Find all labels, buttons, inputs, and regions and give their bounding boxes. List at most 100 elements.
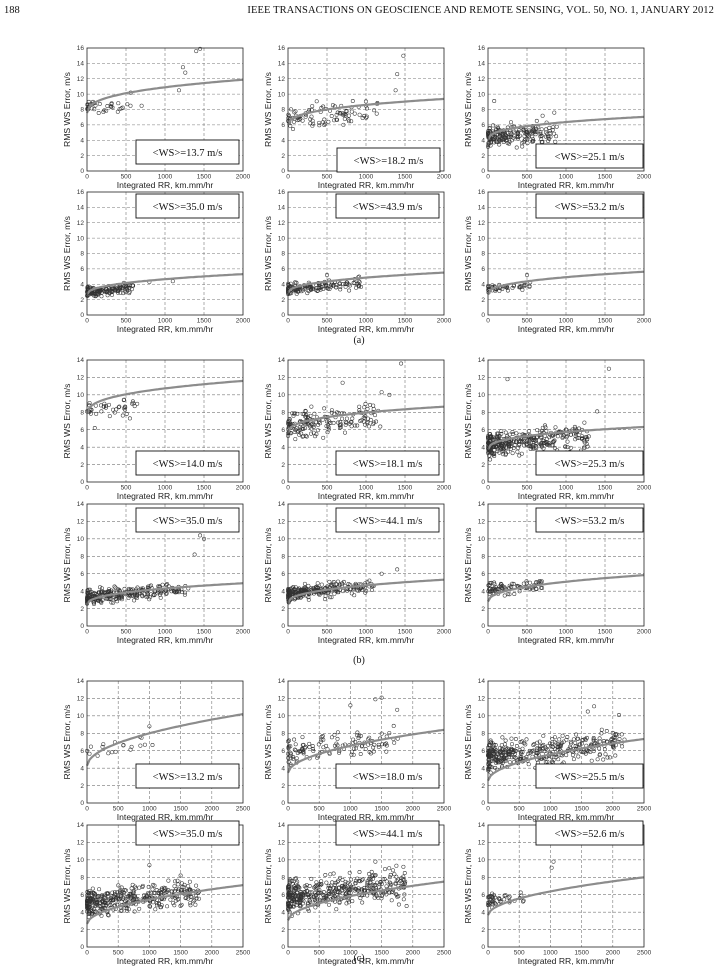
scatter-point: [286, 908, 291, 913]
scatter-point: [344, 109, 349, 114]
x-axis-label: Integrated RR, km.mm/hr: [318, 956, 415, 966]
x-tick-label: 1500: [574, 950, 589, 957]
scatter-point: [338, 425, 343, 430]
scatter-point: [116, 595, 121, 600]
y-tick-label: 2: [481, 783, 485, 790]
x-tick-label: 2000: [437, 174, 452, 181]
scatter-point: [513, 748, 518, 753]
scatter-point: [147, 863, 152, 868]
scatter-point: [498, 751, 503, 756]
y-tick-label: 10: [278, 91, 286, 98]
scatter-point: [126, 894, 131, 899]
scatter-point: [337, 885, 342, 890]
x-tick-label: 1000: [158, 174, 173, 181]
y-tick-label: 8: [481, 251, 485, 258]
scatter-point: [295, 118, 300, 123]
x-tick-label: 500: [314, 806, 325, 813]
scatter-points: [85, 724, 155, 758]
y-tick-label: 14: [278, 61, 286, 68]
scatter-point: [343, 419, 348, 424]
y-tick-label: 10: [478, 857, 486, 864]
scatter-point: [549, 865, 554, 870]
scatter-point: [540, 438, 545, 443]
scatter-point: [355, 876, 360, 881]
y-tick-label: 4: [80, 765, 84, 772]
y-tick-label: 6: [80, 266, 84, 273]
scatter-point: [108, 289, 113, 294]
scatter-point: [338, 281, 342, 286]
y-tick-label: 8: [481, 730, 485, 737]
scatter-point: [499, 582, 504, 587]
ws-label: <WS>=43.9 m/s: [353, 202, 423, 213]
y-tick-label: 8: [481, 107, 485, 114]
scatter-point: [321, 895, 326, 900]
scatter-point: [582, 750, 587, 755]
scatter-point: [380, 742, 385, 747]
scatter-point: [505, 592, 510, 597]
scatter-point: [613, 753, 618, 758]
scatter-point: [516, 446, 521, 450]
scatter-point: [372, 873, 377, 878]
scatter-point: [507, 751, 512, 756]
scatter-point: [88, 411, 93, 416]
scatter-point: [124, 897, 129, 902]
scatter-point: [292, 430, 297, 434]
scatter-point: [122, 407, 127, 412]
scatter-point: [160, 582, 165, 587]
scatter-point: [401, 53, 406, 58]
scatter-point: [395, 707, 400, 712]
x-tick-label: 1000: [142, 806, 157, 813]
running-head: IEEE TRANSACTIONS ON GEOSCIENCE AND REMO…: [247, 5, 714, 16]
x-tick-label: 500: [522, 318, 533, 325]
y-tick-label: 2: [80, 297, 84, 304]
scatter-point: [547, 136, 552, 141]
scatter-point: [499, 586, 504, 591]
scatter-point: [494, 758, 499, 763]
scatter-point: [98, 590, 103, 595]
scatter-point: [300, 411, 305, 416]
scatter-point: [371, 745, 376, 750]
y-tick-label: 2: [281, 783, 285, 790]
scatter-point: [523, 137, 528, 142]
scatter-point: [556, 742, 561, 747]
scatter-point: [307, 884, 312, 888]
scatter-point: [554, 124, 559, 129]
scatter-point: [520, 439, 525, 444]
scatter-point: [363, 414, 368, 419]
x-tick-label: 500: [322, 318, 333, 325]
scatter-point: [314, 432, 319, 437]
y-tick-label: 0: [281, 944, 285, 951]
scatter-point: [354, 285, 359, 290]
scatter-point: [351, 885, 356, 890]
scatter-point: [304, 434, 309, 439]
scatter-point: [104, 287, 109, 292]
scatter-point: [346, 582, 351, 586]
scatter-point: [289, 756, 294, 761]
scatter-point: [365, 893, 370, 898]
x-tick-label: 0: [486, 174, 490, 181]
fit-curve: [85, 379, 244, 415]
fit-curve: [287, 97, 445, 126]
scatter-point: [105, 912, 110, 917]
x-axis-label: Integrated RR, km.mm/hr: [318, 491, 415, 501]
y-tick-label: 8: [80, 409, 84, 416]
scatter-point: [293, 887, 298, 892]
scatter-point: [308, 121, 313, 126]
scatter-point: [506, 441, 511, 446]
scatter-point: [172, 589, 177, 594]
scatter-point: [292, 119, 296, 124]
scatter-point: [135, 593, 140, 598]
scatter-point: [488, 143, 493, 148]
scatter-point: [509, 746, 514, 751]
x-tick-label: 2000: [637, 174, 652, 181]
scatter-point: [332, 894, 337, 899]
scatter-point: [488, 753, 493, 758]
scatter-point: [319, 891, 324, 896]
scatter-point: [535, 740, 540, 745]
scatter-point: [318, 421, 322, 426]
scatter-point: [353, 881, 358, 886]
scatter-point: [129, 744, 134, 749]
y-tick-label: 6: [80, 892, 84, 899]
scatter-point: [293, 748, 298, 753]
y-tick-label: 2: [281, 462, 285, 469]
